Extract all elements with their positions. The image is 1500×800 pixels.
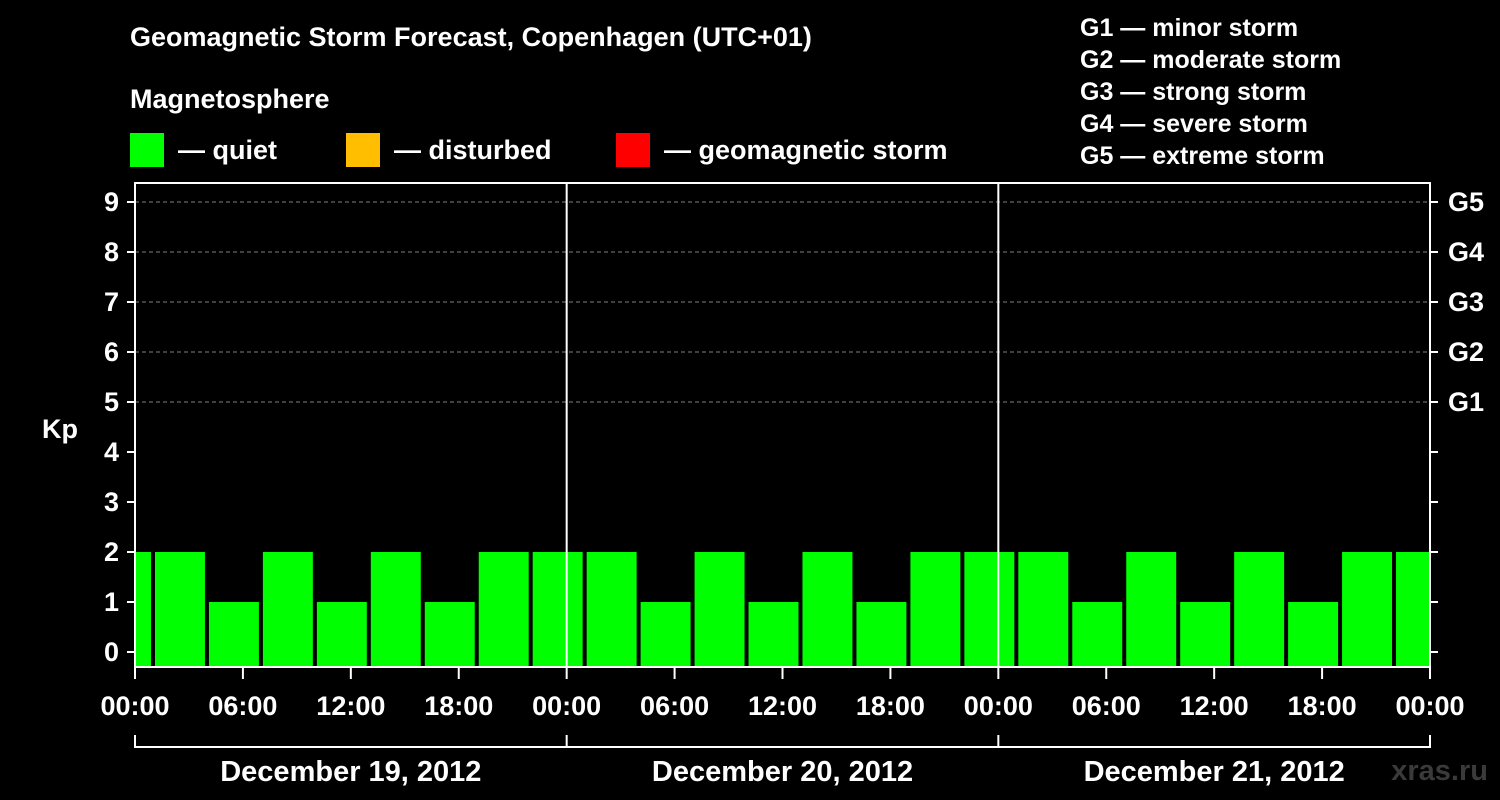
axes: 0 1 2 3 4 5 6 7 8 9 G1 G2 G3 G4 G5 00:00 06:00 12:00 18:00… [100, 182, 1484, 788]
kp-bar-24 [1342, 552, 1393, 667]
x-tick-label-0: 00:00 [100, 691, 169, 721]
kp-bar-10 [586, 552, 637, 667]
storm-scale-g4: G4 — severe storm [1080, 110, 1308, 138]
kp-bar-23 [1288, 602, 1339, 667]
x-tick-label-8: 00:00 [964, 691, 1033, 721]
x-tick-label-4: 00:00 [532, 691, 601, 721]
y-axis-label: Kp [42, 414, 78, 444]
kp-bar-13 [748, 602, 799, 667]
g-scale-label-g5: G5 [1448, 187, 1484, 217]
x-tick-label-9: 06:00 [1072, 691, 1141, 721]
legend-label-storm: — geomagnetic storm [664, 134, 948, 165]
kp-bar-3 [208, 602, 259, 667]
kp-bar-12 [694, 552, 745, 667]
y-tick-label-3: 3 [104, 487, 119, 517]
storm-scale-g1: G1 — minor storm [1080, 14, 1299, 42]
watermark: xras.ru [1391, 755, 1488, 787]
x-tick-label-5: 06:00 [640, 691, 709, 721]
kp-bar-8 [478, 552, 529, 667]
x-tick-label-12: 00:00 [1395, 691, 1464, 721]
magnetosphere-heading: Magnetosphere [130, 84, 330, 114]
legend-swatch-storm [616, 133, 650, 167]
kp-bar-20 [1126, 552, 1177, 667]
kp-bar-5 [316, 602, 367, 667]
kp-bar-7 [424, 602, 475, 667]
legend-disturbed: — disturbed [346, 133, 552, 167]
g-scale-label-g1: G1 [1448, 387, 1484, 417]
kp-bar-25 [1396, 552, 1430, 667]
kp-bar-6 [370, 552, 421, 667]
x-tick-label-3: 18:00 [424, 691, 493, 721]
y-tick-label-0: 0 [104, 637, 119, 667]
kp-bar-1 [135, 552, 151, 667]
legend-label-quiet: — quiet [178, 134, 277, 165]
legend-storm: — geomagnetic storm [616, 133, 948, 167]
x-tick-label-2: 12:00 [316, 691, 385, 721]
kp-bar-22 [1234, 552, 1285, 667]
kp-bars [135, 552, 1430, 667]
kp-bar-2 [154, 552, 205, 667]
y-tick-label-8: 8 [104, 237, 119, 267]
y-tick-label-7: 7 [104, 287, 119, 317]
kp-bar-11 [640, 602, 691, 667]
x-tick-label-7: 18:00 [856, 691, 925, 721]
grid-lines [135, 201, 1430, 403]
day-label-2: December 20, 2012 [652, 756, 913, 788]
kp-bar-14 [802, 552, 853, 667]
y-tick-label-2: 2 [104, 537, 119, 567]
kp-bar-18 [1018, 552, 1069, 667]
x-tick-label-11: 18:00 [1288, 691, 1357, 721]
y-tick-label-4: 4 [104, 437, 119, 467]
kp-bar-21 [1180, 602, 1231, 667]
day-label-1: December 19, 2012 [220, 756, 481, 788]
y-tick-label-5: 5 [104, 387, 119, 417]
x-tick-label-6: 12:00 [748, 691, 817, 721]
kp-bar-9 [532, 552, 583, 667]
kp-bar-19 [1072, 602, 1123, 667]
y-tick-label-6: 6 [104, 337, 119, 367]
storm-scale-g5: G5 — extreme storm [1080, 142, 1325, 170]
day-label-3: December 21, 2012 [1084, 756, 1345, 788]
x-tick-label-10: 12:00 [1180, 691, 1249, 721]
chart-title: Geomagnetic Storm Forecast, Copenhagen (… [130, 22, 812, 52]
y-tick-label-9: 9 [104, 187, 119, 217]
kp-bar-4 [262, 552, 313, 667]
x-tick-label-1: 06:00 [208, 691, 277, 721]
storm-scale-g3: G3 — strong storm [1080, 78, 1307, 106]
storm-scale-g2: G2 — moderate storm [1080, 46, 1342, 74]
kp-bar-17 [964, 552, 1015, 667]
legend-quiet: — quiet [130, 133, 277, 167]
kp-bar-16 [910, 552, 961, 667]
legend-swatch-disturbed [346, 133, 380, 167]
y-tick-label-1: 1 [104, 587, 119, 617]
legend-swatch-quiet [130, 133, 164, 167]
g-scale-label-g4: G4 [1448, 237, 1484, 267]
kp-bar-15 [856, 602, 907, 667]
g-scale-label-g2: G2 [1448, 337, 1484, 367]
g-scale-label-g3: G3 [1448, 287, 1484, 317]
legend-label-disturbed: — disturbed [394, 134, 552, 165]
